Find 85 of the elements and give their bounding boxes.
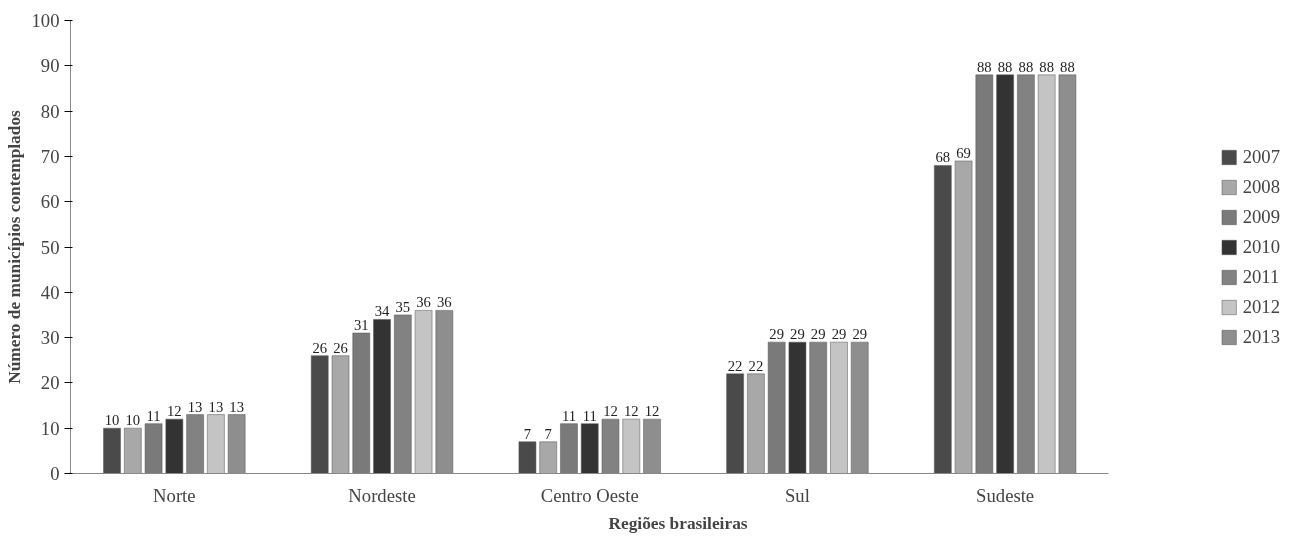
data-label: 22 — [727, 357, 743, 374]
legend-label: 2013 — [1242, 325, 1280, 348]
bar — [560, 423, 578, 474]
y-tick-label: 60 — [40, 191, 60, 213]
data-label: 26 — [312, 339, 328, 356]
bar — [747, 373, 765, 474]
bar — [103, 427, 121, 474]
bar — [207, 414, 225, 474]
data-label: 12 — [623, 403, 639, 420]
bar — [373, 319, 391, 474]
legend-label: 2008 — [1242, 175, 1280, 198]
data-label: 29 — [790, 326, 805, 343]
bar — [331, 355, 350, 474]
data-label: 88 — [1060, 58, 1075, 75]
x-tick-label: Nordeste — [348, 484, 416, 506]
bar — [352, 332, 371, 474]
bar — [124, 427, 142, 474]
data-label: 10 — [125, 412, 141, 429]
bar — [830, 341, 848, 474]
bar — [767, 341, 786, 474]
bar — [518, 441, 537, 474]
data-label: 88 — [1039, 58, 1054, 75]
bar — [996, 74, 1014, 474]
data-label: 10 — [104, 412, 120, 429]
x-tick-label: Centro Oeste — [540, 484, 639, 506]
x-axis-title: Regiões brasileiras — [608, 513, 748, 533]
bar — [1037, 74, 1056, 474]
y-axis-title: Número de municípios contemplados — [4, 109, 24, 384]
data-label: 12 — [167, 403, 182, 420]
bar — [144, 423, 163, 474]
data-label: 26 — [333, 339, 348, 356]
y-tick-label: 70 — [40, 145, 60, 167]
bar — [539, 441, 557, 474]
y-tick-label: 20 — [40, 372, 60, 394]
data-label: 88 — [977, 58, 992, 75]
y-tick-label: 30 — [40, 327, 60, 349]
legend-label: 2012 — [1242, 295, 1280, 318]
bar — [975, 74, 994, 474]
bar — [580, 423, 599, 474]
y-tick-label: 90 — [40, 55, 60, 77]
legend-label: 2007 — [1242, 145, 1280, 168]
y-tick-label: 50 — [40, 236, 60, 258]
data-label: 11 — [146, 407, 161, 424]
bar — [622, 418, 641, 474]
y-tick-label: 80 — [40, 100, 60, 122]
data-label: 22 — [748, 357, 764, 374]
bar — [165, 418, 184, 474]
data-label: 12 — [644, 403, 660, 420]
data-label: 29 — [810, 326, 826, 343]
y-tick-label: 0 — [50, 463, 60, 484]
data-label: 12 — [603, 403, 618, 420]
bar — [954, 160, 973, 474]
legend-label: 2009 — [1242, 205, 1280, 228]
bar — [310, 355, 329, 474]
data-label: 88 — [997, 58, 1013, 75]
legend-label: 2010 — [1242, 235, 1280, 258]
data-label: 31 — [353, 317, 369, 334]
legend-label: 2011 — [1242, 265, 1280, 288]
data-label: 35 — [395, 298, 411, 315]
bar — [934, 165, 952, 474]
bar — [726, 373, 744, 474]
data-label: 29 — [831, 326, 847, 343]
y-tick-label: 100 — [31, 10, 60, 31]
y-tick-label: 10 — [40, 417, 60, 439]
bar — [788, 341, 807, 474]
data-label: 69 — [956, 144, 971, 161]
data-label: 11 — [561, 407, 577, 424]
y-tick-label: 40 — [40, 281, 60, 303]
data-label: 29 — [769, 326, 784, 343]
data-label: 36 — [416, 294, 431, 311]
data-label: 7 — [544, 425, 552, 442]
data-label: 13 — [208, 398, 224, 415]
data-label: 11 — [582, 407, 597, 424]
data-label: 13 — [229, 398, 244, 415]
data-label: 36 — [437, 294, 452, 311]
data-label: 7 — [523, 425, 532, 442]
data-label: 29 — [852, 326, 868, 343]
data-label: 88 — [1018, 58, 1034, 75]
x-tick-label: Sudeste — [976, 484, 1035, 506]
x-tick-label: Norte — [153, 484, 196, 506]
data-label: 68 — [935, 149, 951, 166]
data-label: 13 — [187, 398, 203, 415]
bar — [414, 310, 433, 474]
data-label: 34 — [374, 303, 391, 320]
x-tick-label: Sul — [784, 484, 810, 506]
